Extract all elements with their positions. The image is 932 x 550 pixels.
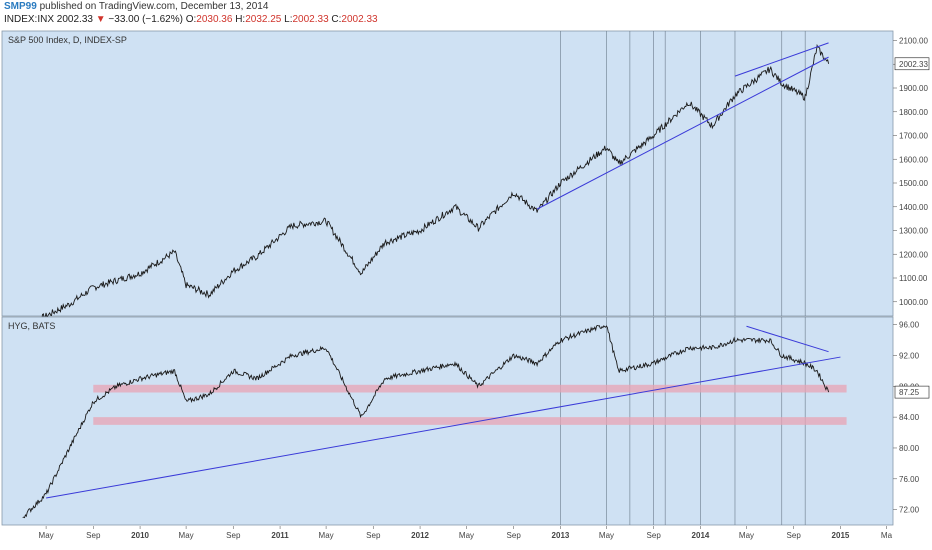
y-tick-label: 72.00 — [899, 506, 920, 515]
y-tick-label: 1800.00 — [899, 108, 928, 117]
price-series-1 — [22, 43, 830, 329]
pane-title-1: S&P 500 Index, D, INDEX-SP — [8, 35, 127, 45]
x-tick-label: Ma — [881, 531, 893, 540]
x-tick-label: May — [39, 531, 54, 540]
last-value-label-2: 87.25 — [899, 388, 920, 397]
y-tick-label: 1100.00 — [899, 274, 928, 283]
x-tick-label: May — [179, 531, 194, 540]
y-tick-label: 84.00 — [899, 413, 920, 422]
x-tick-label: 2013 — [552, 531, 570, 540]
close-value: 2002.33 — [341, 14, 378, 25]
close-label: C: — [331, 14, 342, 25]
pane-background-1 — [1, 30, 894, 317]
x-tick-label: Sep — [647, 531, 662, 540]
publication-line: SMP99 published on TradingView.com, Dece… — [4, 1, 268, 12]
x-tick-label: 2011 — [271, 531, 289, 540]
price-change: −33.00 (−1.62%) — [108, 14, 183, 25]
symbol-name: INDEX:INX — [4, 14, 55, 25]
y-tick-label: 92.00 — [899, 352, 920, 361]
author-link[interactable]: SMP99 — [4, 1, 37, 12]
last-value-box-1 — [894, 57, 930, 71]
x-tick-label: May — [459, 531, 474, 540]
support-zone-1 — [93, 384, 847, 393]
trendline-2-2 — [746, 325, 829, 353]
high-value: 2032.25 — [245, 14, 282, 25]
x-tick-label: Sep — [787, 531, 802, 540]
published-text: published on TradingView.com, December 1… — [39, 1, 269, 12]
last-value-label-1: 2002.33 — [899, 60, 928, 69]
open-label: O: — [185, 14, 197, 25]
high-label: H: — [235, 14, 246, 25]
x-tick-label: Sep — [86, 531, 101, 540]
trendline-1-2 — [734, 42, 829, 77]
low-value: 2002.33 — [292, 14, 329, 25]
y-tick-label: 1500.00 — [899, 179, 928, 188]
last-price: 2002.33 — [56, 14, 93, 25]
y-tick-label: 1300.00 — [899, 227, 928, 236]
x-tick-label: Sep — [226, 531, 241, 540]
trendline-1-1 — [536, 56, 829, 210]
y-tick-label: 1000.00 — [899, 298, 928, 307]
support-zone-2 — [93, 417, 847, 425]
trendline-2-1 — [46, 356, 841, 499]
price-series-2 — [22, 325, 830, 519]
x-tick-label: May — [319, 531, 334, 540]
pane-title-2: HYG, BATS — [8, 321, 55, 331]
y-tick-label: 1900.00 — [899, 84, 928, 93]
y-tick-label: 80.00 — [899, 444, 920, 453]
y-tick-label: 1200.00 — [899, 250, 928, 259]
y-tick-label: 1600.00 — [899, 155, 928, 164]
x-tick-label: May — [739, 531, 754, 540]
y-tick-label: 96.00 — [899, 321, 920, 330]
y-tick-label: 76.00 — [899, 475, 920, 484]
y-tick-label: 2100.00 — [899, 37, 928, 46]
x-tick-label: Sep — [366, 531, 381, 540]
open-value: 2030.36 — [196, 14, 233, 25]
last-value-box-2 — [894, 385, 930, 399]
y-tick-label: 1700.00 — [899, 132, 928, 141]
x-tick-label: Sep — [507, 531, 522, 540]
x-tick-label: 2012 — [411, 531, 429, 540]
down-arrow-icon: ▼ — [95, 14, 106, 25]
symbol-quote-line: INDEX:INX 2002.33 ▼ −33.00 (−1.62%) O:20… — [4, 14, 378, 25]
y-tick-label: 1400.00 — [899, 203, 928, 212]
x-tick-label: May — [599, 531, 614, 540]
chart-header: SMP99 published on TradingView.com, Dece… — [0, 0, 932, 28]
low-label: L: — [284, 14, 293, 25]
x-tick-label: 2015 — [832, 531, 850, 540]
x-tick-label: 2010 — [131, 531, 149, 540]
x-tick-label: 2014 — [692, 531, 710, 540]
